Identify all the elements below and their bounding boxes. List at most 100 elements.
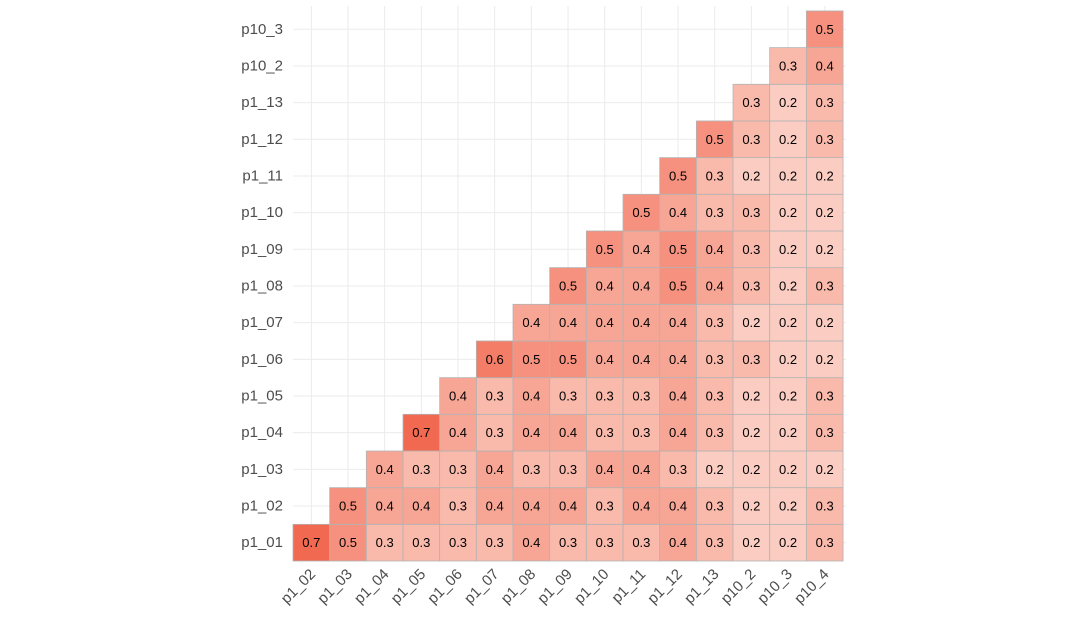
heatmap-cell-p1_08-p1_10	[585, 267, 624, 305]
heatmap-cell-p1_04-p1_10	[585, 413, 624, 452]
cell-value-p1_03-p10_4: 0.2	[816, 462, 834, 477]
x-tick-label-p1_02: p1_02	[278, 566, 320, 608]
heatmap-cell-p1_05-p1_13	[695, 377, 734, 415]
cell-value-p1_12-p10_2: 0.3	[742, 132, 760, 147]
heatmap-cell-p1_10-p10_2	[732, 193, 771, 232]
cell-value-p1_03-p1_11: 0.4	[632, 462, 650, 477]
cell-value-p1_02-p1_05: 0.4	[412, 498, 430, 513]
heatmap-cell-p1_06-p10_4	[805, 340, 844, 379]
heatmap-cell-p1_11-p1_12	[659, 157, 697, 195]
cell-value-p1_02-p1_13: 0.3	[706, 498, 724, 513]
x-tick-label-p1_03: p1_03	[314, 566, 356, 608]
heatmap-cell-p1_03-p1_08	[512, 450, 551, 489]
cell-value-p1_05-p10_3: 0.2	[779, 388, 797, 403]
cell-value-p1_06-p1_07: 0.6	[486, 352, 504, 367]
y-axis-tick-labels: p1_01 p1_02 p1_03 p1_04 p1_05 p1_06 p1_07 p1_08…	[241, 21, 283, 551]
cell-value-p1_10-p1_12: 0.4	[669, 205, 687, 220]
cell-value-p10_2-p10_4: 0.4	[816, 58, 834, 73]
cell-value-p1_06-p10_2: 0.3	[742, 352, 760, 367]
cell-value-p1_07-p1_11: 0.4	[632, 315, 650, 330]
cell-value-p1_10-p1_11: 0.5	[632, 205, 650, 220]
cell-value-p1_02-p1_07: 0.4	[486, 498, 504, 513]
cell-value-p1_03-p1_13: 0.2	[706, 462, 724, 477]
heatmap-cell-p1_02-p10_4	[805, 487, 844, 525]
heatmap-cell-p10_3-p10_4	[805, 10, 844, 49]
cell-value-p1_07-p10_3: 0.2	[779, 315, 797, 330]
cell-value-p1_01-p1_08: 0.4	[522, 535, 540, 550]
cell-value-p1_01-p1_11: 0.3	[632, 535, 650, 550]
cell-value-p1_02-p10_3: 0.2	[779, 498, 797, 513]
y-tick-label-p1_04: p1_04	[241, 424, 283, 441]
cell-value-p1_04-p1_13: 0.3	[706, 425, 724, 440]
cell-value-p1_05-p10_2: 0.2	[742, 388, 760, 403]
cell-value-p1_09-p1_10: 0.5	[596, 242, 614, 257]
cell-value-p1_03-p1_09: 0.3	[559, 462, 577, 477]
cell-value-p1_03-p1_05: 0.3	[412, 462, 430, 477]
heatmap-cell-p1_03-p1_12	[659, 450, 697, 489]
cell-value-p1_03-p1_04: 0.4	[376, 462, 394, 477]
heatmap-cell-p1_08-p1_11	[622, 267, 661, 305]
x-tick-label-p1_09: p1_09	[534, 566, 576, 608]
heatmap-cell-p1_10-p1_13	[695, 193, 734, 232]
cell-value-p1_04-p1_06: 0.4	[449, 425, 467, 440]
cell-value-p1_06-p10_4: 0.2	[816, 352, 834, 367]
cell-value-p1_08-p10_4: 0.3	[816, 278, 834, 293]
cell-value-p1_02-p1_03: 0.5	[339, 498, 357, 513]
heatmap-cell-p10_2-p10_4	[805, 47, 844, 85]
x-tick-label-p10_4: p10_4	[791, 566, 833, 608]
cell-value-p1_08-p1_09: 0.5	[559, 278, 577, 293]
heatmap-cell-p1_01-p1_06	[439, 523, 477, 562]
cell-value-p1_02-p1_09: 0.4	[559, 498, 577, 513]
cell-value-p1_07-p1_08: 0.4	[522, 315, 540, 330]
cell-value-p1_04-p1_05: 0.7	[412, 425, 430, 440]
heatmap-cell-p1_03-p1_13	[695, 450, 734, 489]
heatmap-cell-p1_09-p10_3	[769, 230, 807, 269]
cell-value-p1_12-p1_13: 0.5	[706, 132, 724, 147]
heatmap-cell-p10_2-p10_3	[769, 47, 807, 85]
cell-value-p1_12-p10_3: 0.2	[779, 132, 797, 147]
heatmap-cell-p1_05-p1_12	[659, 377, 697, 415]
heatmap-cell-p1_02-p1_09	[549, 487, 587, 525]
cell-value-p1_05-p1_13: 0.3	[706, 388, 724, 403]
cell-value-p1_07-p1_13: 0.3	[706, 315, 724, 330]
heatmap-cell-p1_10-p1_12	[659, 193, 697, 232]
x-tick-label-p1_08: p1_08	[498, 566, 540, 608]
cell-value-p1_01-p10_4: 0.3	[816, 535, 834, 550]
cell-value-p1_02-p1_04: 0.4	[376, 498, 394, 513]
heatmap-cell-p1_11-p10_3	[769, 157, 807, 195]
x-tick-label-p10_3: p10_3	[754, 566, 796, 608]
heatmap-cell-p1_03-p1_06	[439, 450, 477, 489]
x-tick-label-p1_10: p1_10	[571, 566, 613, 608]
x-tick-label-p1_06: p1_06	[424, 566, 466, 608]
cell-value-p1_09-p1_11: 0.4	[632, 242, 650, 257]
y-tick-label-p1_07: p1_07	[241, 314, 283, 331]
y-tick-label-p10_2: p10_2	[241, 57, 283, 74]
y-tick-label-p1_12: p1_12	[241, 131, 283, 148]
cell-value-p1_10-p10_2: 0.3	[742, 205, 760, 220]
heatmap-cell-p1_07-p10_4	[805, 303, 844, 342]
cell-value-p1_04-p1_12: 0.4	[669, 425, 687, 440]
heatmap-cell-p1_04-p1_11	[622, 413, 661, 452]
x-tick-label-p1_04: p1_04	[351, 566, 393, 608]
x-tick-label-p1_13: p1_13	[681, 566, 723, 608]
cell-value-p1_06-p1_12: 0.4	[669, 352, 687, 367]
heatmap-cell-p1_02-p1_08	[512, 487, 551, 525]
cell-value-p1_03-p1_06: 0.3	[449, 462, 467, 477]
heatmap-cell-p1_03-p1_09	[549, 450, 587, 489]
cell-value-p1_01-p1_03: 0.5	[339, 535, 357, 550]
y-tick-label-p1_03: p1_03	[241, 461, 283, 478]
heatmap-cell-p1_06-p1_07	[475, 340, 514, 379]
cell-value-p1_02-p1_11: 0.4	[632, 498, 650, 513]
heatmap-cell-p1_02-p1_03	[329, 487, 367, 525]
heatmap-cell-p1_05-p10_2	[732, 377, 771, 415]
cell-value-p1_07-p10_4: 0.2	[816, 315, 834, 330]
cell-value-labels: 0.7 0.5 0.3 0.3 0.3 0.3 0.4 0.3 0.3 0.3 0.4 0.3 0.2 0…	[302, 22, 833, 550]
cell-value-p1_07-p10_2: 0.2	[742, 315, 760, 330]
x-tick-label-p1_05: p1_05	[388, 566, 430, 608]
heatmap-cell-p1_06-p1_13	[695, 340, 734, 379]
cell-value-p1_05-p1_11: 0.3	[632, 388, 650, 403]
cell-value-p1_08-p10_3: 0.2	[779, 278, 797, 293]
cell-value-p1_06-p1_09: 0.5	[559, 352, 577, 367]
heatmap-cell-p1_04-p10_2	[732, 413, 771, 452]
heatmap-cell-p1_12-p10_2	[732, 120, 771, 159]
